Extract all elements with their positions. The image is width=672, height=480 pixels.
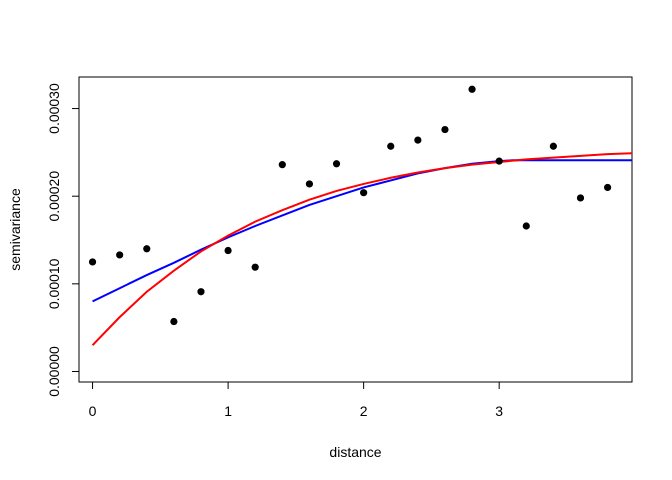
data-point [251, 263, 259, 271]
data-point [278, 161, 286, 169]
data-point [170, 317, 178, 326]
x-axis: 0 1 2 3 [89, 381, 503, 419]
data-point [576, 194, 585, 202]
data-point [495, 157, 503, 165]
data-point [143, 245, 151, 253]
y-axis-label: semivariance [7, 188, 23, 271]
x-axis-label: distance [329, 444, 381, 460]
data-point [197, 288, 205, 296]
data-point [305, 180, 314, 188]
data-point [387, 142, 395, 150]
x-tick-label: 0 [89, 403, 97, 419]
y-axis: 0.00000 0.00010 0.00020 0.00030 [46, 83, 80, 397]
y-tick-label: 0.00000 [46, 346, 62, 397]
data-point [360, 189, 368, 197]
data-points [88, 85, 612, 326]
y-tick-label: 0.00010 [46, 258, 62, 309]
y-tick-label: 0.00020 [46, 171, 62, 222]
data-point [441, 125, 449, 134]
data-point [604, 183, 612, 192]
y-tick-label: 0.00030 [46, 83, 62, 134]
data-point [522, 222, 530, 230]
fit-curve-2 [91, 152, 633, 346]
fit-curve-1 [92, 159, 632, 303]
data-point [224, 246, 232, 255]
fitted-curves [91, 152, 633, 346]
x-tick-label: 3 [495, 403, 503, 419]
data-point [414, 136, 422, 144]
x-tick-label: 1 [224, 403, 232, 419]
data-point [468, 85, 476, 93]
data-point [88, 258, 97, 266]
data-point [332, 160, 341, 168]
data-point [116, 251, 124, 259]
plot-frame [78, 76, 633, 383]
data-point [549, 142, 557, 150]
x-tick-label: 2 [360, 403, 368, 419]
